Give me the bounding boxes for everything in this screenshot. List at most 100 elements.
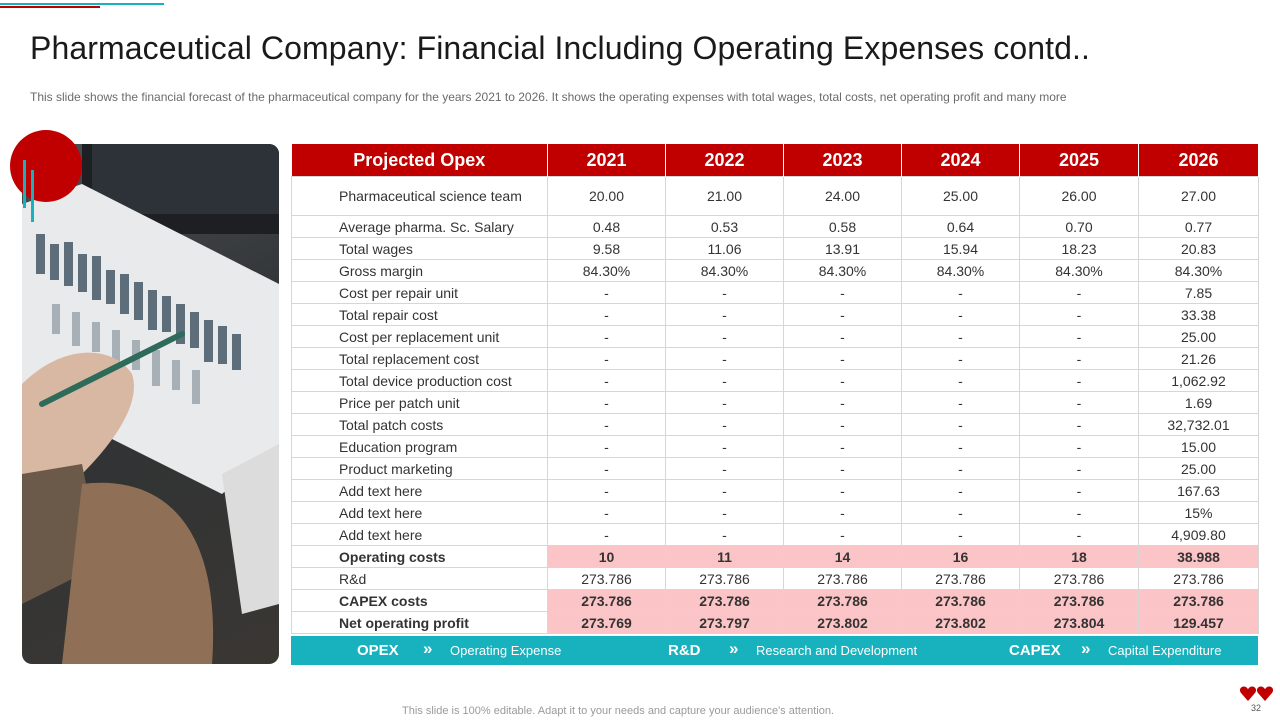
- table-cell: -: [547, 325, 666, 348]
- table-row: Cost per repair unit - - - - -7.85: [291, 281, 1259, 304]
- table-cell: -: [901, 435, 1020, 458]
- decorative-teal-bar: [31, 170, 34, 222]
- row-label: Total patch costs: [291, 413, 548, 436]
- table-cell: -: [665, 457, 784, 480]
- legend-abbr-rnd: R&D: [668, 642, 701, 659]
- table-cell: 16: [901, 545, 1020, 568]
- table-cell: 273.786: [547, 589, 666, 612]
- row-label: Total replacement cost: [291, 347, 548, 370]
- hearts-logo-icon: [1239, 686, 1274, 701]
- table-cell: -: [783, 347, 902, 370]
- table-cell: 273.786: [1138, 567, 1259, 590]
- column-header-year: 2022: [665, 144, 784, 177]
- table-cell: -: [665, 391, 784, 414]
- row-label: Product marketing: [291, 457, 548, 480]
- row-label: Education program: [291, 435, 548, 458]
- table-cell: -: [547, 501, 666, 524]
- table-cell: -: [901, 347, 1020, 370]
- chevron-right-icon: »: [423, 639, 433, 658]
- table-cell: 273.786: [665, 567, 784, 590]
- table-cell: 25.00: [901, 176, 1020, 216]
- table-cell: -: [1019, 347, 1139, 370]
- decorative-red-circle: [10, 130, 82, 202]
- table-row: Cost per replacement unit - - - - -25.00: [291, 325, 1259, 348]
- table-cell: 11: [665, 545, 784, 568]
- table-row: Add text here - - - - -167.63: [291, 479, 1259, 502]
- column-header-label: Projected Opex: [291, 144, 548, 177]
- table-cell: 15.94: [901, 237, 1020, 260]
- table-cell: 27.00: [1138, 176, 1259, 216]
- table-cell: -: [901, 479, 1020, 502]
- table-cell: 273.802: [783, 611, 902, 634]
- row-label: Add text here: [291, 523, 548, 546]
- table-header-row: Projected Opex 2021 2022 2023 2024 2025 2026: [291, 144, 1259, 177]
- column-header-year: 2026: [1138, 144, 1259, 177]
- table-row: Total replacement cost - - - - -21.26: [291, 347, 1259, 370]
- table-cell: -: [665, 281, 784, 304]
- table-row: Average pharma. Sc. Salary 0.48 0.53 0.58 0.…: [291, 215, 1259, 238]
- table-cell: 273.769: [547, 611, 666, 634]
- table-cell: 32,732.01: [1138, 413, 1259, 436]
- table-cell: -: [665, 501, 784, 524]
- table-cell: 21.26: [1138, 347, 1259, 370]
- table-cell: 84.30%: [783, 259, 902, 282]
- table-cell: -: [665, 369, 784, 392]
- photo-illustration: [22, 144, 279, 664]
- table-cell: 0.58: [783, 215, 902, 238]
- chevron-right-icon: »: [1081, 639, 1091, 658]
- table-cell: 273.786: [901, 589, 1020, 612]
- table-cell: 9.58: [547, 237, 666, 260]
- table-cell: 7.85: [1138, 281, 1259, 304]
- table-cell: -: [783, 457, 902, 480]
- table-cell: -: [783, 501, 902, 524]
- table-cell: -: [547, 391, 666, 414]
- table-cell: -: [901, 303, 1020, 326]
- table-cell: 273.786: [547, 567, 666, 590]
- row-label: Total wages: [291, 237, 548, 260]
- legend-desc-opex: Operating Expense: [450, 643, 562, 658]
- table-cell: -: [1019, 501, 1139, 524]
- table-cell: 273.786: [1019, 567, 1139, 590]
- column-header-year: 2023: [783, 144, 902, 177]
- table-row: CAPEX costs 273.786 273.786 273.786 273.786 2…: [291, 589, 1259, 612]
- table-cell: 10: [547, 545, 666, 568]
- business-photo: [22, 144, 279, 664]
- table-cell: -: [783, 325, 902, 348]
- table-cell: -: [783, 303, 902, 326]
- table-cell: -: [1019, 369, 1139, 392]
- legend-bar: OPEX » Operating Expense R&D » Research …: [291, 636, 1258, 665]
- table-cell: -: [665, 435, 784, 458]
- table-cell: 129.457: [1138, 611, 1259, 634]
- table-cell: -: [783, 413, 902, 436]
- row-label: Operating costs: [291, 545, 548, 568]
- table-cell: 273.802: [901, 611, 1020, 634]
- table-cell: -: [665, 347, 784, 370]
- legend-desc-rnd: Research and Development: [756, 643, 918, 658]
- decorative-teal-bar: [23, 160, 26, 208]
- table-cell: 273.786: [1138, 589, 1259, 612]
- table-cell: 167.63: [1138, 479, 1259, 502]
- table-cell: 1,062.92: [1138, 369, 1259, 392]
- table-cell: -: [665, 523, 784, 546]
- table-cell: 273.804: [1019, 611, 1139, 634]
- table-cell: 0.53: [665, 215, 784, 238]
- column-header-year: 2025: [1019, 144, 1139, 177]
- table-cell: -: [901, 281, 1020, 304]
- table-cell: 273.786: [901, 567, 1020, 590]
- table-cell: -: [1019, 435, 1139, 458]
- table-row: Net operating profit 273.769 273.797 273.80…: [291, 611, 1259, 634]
- table-cell: -: [547, 369, 666, 392]
- table-cell: -: [547, 281, 666, 304]
- table-cell: -: [547, 435, 666, 458]
- table-cell: 26.00: [1019, 176, 1139, 216]
- row-label: Gross margin: [291, 259, 548, 282]
- table-cell: -: [665, 325, 784, 348]
- row-label: Net operating profit: [291, 611, 548, 634]
- table-cell: -: [665, 303, 784, 326]
- table-row: Total repair cost - - - - -33.38: [291, 303, 1259, 326]
- slide-subtitle: This slide shows the financial forecast …: [30, 90, 1067, 104]
- table-cell: -: [901, 391, 1020, 414]
- table-cell: 15%: [1138, 501, 1259, 524]
- table-row: Add text here - - - - -4,909.80: [291, 523, 1259, 546]
- table-row: Education program - - - - -15.00: [291, 435, 1259, 458]
